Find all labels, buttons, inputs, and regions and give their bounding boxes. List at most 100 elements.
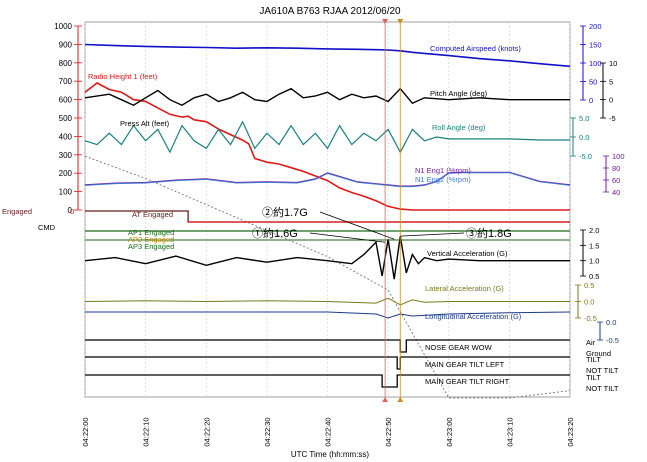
annotation-label: ②約1.7G [262, 205, 308, 219]
label-ap2: AP2 Engaged [128, 235, 174, 244]
label-roll: Roll Angle (deg) [432, 123, 486, 132]
left-axis-tick: 600 [59, 96, 73, 105]
left-axis-tick: 0 [68, 206, 73, 215]
left-axis-tick: 700 [59, 77, 73, 86]
x-tick-label: 04:22:50 [384, 417, 393, 446]
left-axis-tick: 800 [59, 59, 73, 68]
chart-title: JA610A B763 RJAA 2012/06/20 [259, 6, 401, 17]
series-labels: Computed Airspeed (knots) Radio Height 1… [2, 44, 619, 459]
left-label-cmd: CMD [38, 223, 56, 232]
pitch-axis-tick-label: 10 [609, 59, 617, 68]
x-tick-label: 04:22:20 [202, 417, 211, 446]
series-long-acc [85, 311, 571, 319]
left-axis-tick: 900 [59, 40, 73, 49]
n1-axis-tick-label: 40 [612, 188, 620, 197]
label-air: Air [586, 338, 596, 347]
x-tick-label: 04:23:00 [445, 417, 454, 446]
x-tick-label: 04:22:10 [142, 417, 151, 446]
x-tick-label: 04:22:00 [81, 417, 90, 446]
series-roll [84, 120, 570, 154]
long-axis-tick-label: 0.0 [606, 318, 616, 327]
left-axis-tick: 400 [59, 132, 73, 141]
label-tilt-right: TILT [586, 373, 601, 382]
series-n1-eng1 [84, 171, 571, 187]
axes: 04:22:00 04:22:10 04:22:20 04:22:30 04:22:40… [54, 22, 624, 447]
left-axis-tick: 100 [59, 188, 73, 197]
discrete-nose-gear-wow [85, 339, 570, 353]
left-label-zero: 0 [70, 207, 74, 216]
left-axis-tick: 200 [59, 169, 73, 178]
n1-axis-tick-label: 80 [612, 164, 620, 173]
label-n1-eng1: N1 Eng1 (%rpm) [415, 166, 471, 175]
left-axis-tick: 300 [59, 151, 73, 160]
label-tilt-left: TILT [586, 355, 601, 364]
airspeed-axis-tick-label: 150 [589, 41, 602, 50]
left-axis-tick: 1000 [54, 22, 72, 31]
long-axis-tick-label: -0.5 [606, 336, 619, 345]
event-marker-top [397, 19, 404, 24]
label-lat-acc: Lateral Acceleration (G) [425, 284, 504, 293]
label-at-engaged: AT Engaged [132, 210, 173, 219]
airspeed-axis-tick-label: 50 [589, 78, 597, 87]
left-label-engaged: Engaged [2, 207, 32, 216]
series-lat-acc [84, 297, 570, 306]
left-axis-tick: 500 [59, 114, 73, 123]
annotation-leader [319, 211, 395, 240]
label-pitch: Pitch Angle (deg) [430, 89, 488, 98]
label-vert-acc: Vertical Acceleration (G) [427, 249, 508, 258]
event-marker-bottom [382, 397, 389, 402]
label-airspeed: Computed Airspeed (knots) [430, 44, 521, 53]
airspeed-axis-tick-label: 0 [589, 96, 593, 105]
discrete-main-gear-tilt-right [85, 374, 570, 388]
x-axis-label: UTC Time (hh:mm:ss) [291, 450, 370, 459]
series-layer [84, 19, 571, 402]
series-pitch [84, 87, 570, 106]
label-main-left: MAIN GEAR TILT LEFT [425, 360, 505, 369]
x-tick-label: 04:23:20 [566, 417, 575, 446]
label-not-tilt-left: NOT TILT [586, 366, 619, 375]
annotations: ①約1.6G ②約1.7G ③約1.8G [252, 205, 512, 243]
x-tick-label: 04:22:30 [263, 417, 272, 446]
airspeed-axis-tick-label: 200 [589, 22, 602, 31]
label-long-acc: Longitudinal Acceleration (G) [425, 312, 522, 321]
label-press-alt: Press Alt (feet) [120, 119, 170, 128]
lat-axis-tick-label: 0.5 [584, 281, 594, 290]
label-ap3: AP3 Engaged [128, 242, 174, 251]
lat-axis-tick-label: 0.0 [584, 298, 594, 307]
vert-axis-tick-label: 1.0 [589, 257, 599, 266]
series-n1-eng2 [84, 172, 571, 188]
label-nose-gear: NOSE GEAR WOW [425, 343, 493, 352]
annotation-leader [400, 232, 465, 237]
annotation-label: ①約1.6G [252, 226, 298, 240]
annotation-label: ③約1.8G [466, 226, 512, 240]
label-n1-eng2: N1 Eng2 (%rpm) [415, 175, 471, 184]
roll-axis-tick-label: 0.0 [579, 133, 589, 142]
pitch-axis-tick-label: -5 [609, 114, 616, 123]
event-marker-bottom [397, 397, 404, 402]
label-not-tilt-right: NOT TILT [586, 384, 619, 393]
n1-axis-tick-label: 60 [612, 176, 620, 185]
event-marker-top [382, 19, 389, 24]
vert-axis-tick-label: 1.5 [589, 241, 599, 250]
series-radio-height [84, 82, 570, 211]
vert-axis-tick-label: 2.0 [589, 226, 599, 235]
gridlines [84, 22, 571, 397]
x-tick-label: 04:23:10 [505, 417, 514, 446]
n1-axis-tick-label: 100 [612, 152, 625, 161]
label-radio-height: Radio Height 1 (feet) [88, 72, 158, 81]
annotation-leader [309, 232, 386, 243]
roll-axis-tick-label: -5.0 [579, 152, 592, 161]
lat-axis-tick-label: -0.5 [584, 314, 597, 323]
pitch-axis-tick-label: 5 [609, 77, 613, 86]
pitch-axis-tick-label: 0 [609, 96, 613, 105]
discrete-main-gear-tilt-left [85, 356, 570, 370]
x-tick-label: 04:22:40 [324, 417, 333, 446]
label-main-right: MAIN GEAR TILT RIGHT [425, 377, 510, 386]
label-ground: Ground [586, 349, 611, 358]
roll-axis-tick-label: 5.0 [579, 114, 589, 123]
label-ap1: AP1 Engaged [128, 228, 174, 237]
vert-axis-tick-label: 0.5 [589, 272, 599, 281]
airspeed-axis-tick-label: 100 [589, 59, 602, 68]
series-airspeed [84, 43, 571, 68]
